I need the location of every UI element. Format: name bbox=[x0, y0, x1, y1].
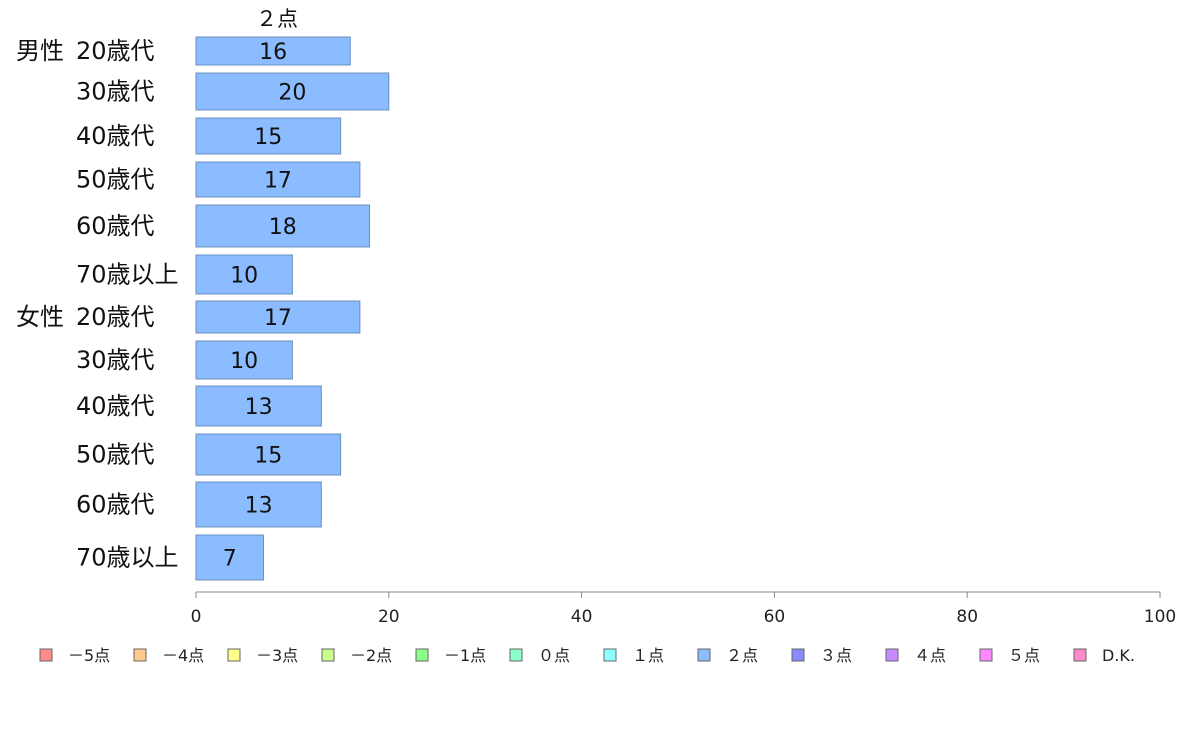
category-label: 40歳代 bbox=[76, 392, 155, 420]
legend-label: ３点 bbox=[820, 646, 852, 665]
value-label: 16 bbox=[259, 40, 287, 65]
category-label: 70歳以上 bbox=[76, 544, 179, 572]
bar bbox=[195, 161, 361, 198]
legend-swatch bbox=[227, 648, 241, 662]
legend-swatch bbox=[885, 648, 899, 662]
value-label: 17 bbox=[264, 306, 292, 331]
legend-swatch bbox=[509, 648, 523, 662]
bar bbox=[195, 481, 322, 528]
series-heading: ２点 bbox=[256, 7, 298, 31]
legend-swatch bbox=[39, 648, 53, 662]
bar bbox=[195, 300, 361, 334]
bar bbox=[195, 72, 390, 111]
value-label: 18 bbox=[269, 215, 297, 240]
legend-label: D.K. bbox=[1102, 646, 1135, 665]
bar bbox=[195, 254, 293, 295]
legend-swatch bbox=[415, 648, 429, 662]
legend-label: －3点 bbox=[256, 646, 298, 665]
value-label: 15 bbox=[254, 125, 282, 150]
group-label: 男性 bbox=[16, 37, 64, 65]
value-label: 13 bbox=[245, 395, 273, 420]
legend-swatch bbox=[133, 648, 147, 662]
legend-label: －1点 bbox=[444, 646, 486, 665]
legend-label: ０点 bbox=[538, 646, 570, 665]
category-label: 20歳代 bbox=[76, 303, 155, 331]
legend-swatch bbox=[979, 648, 993, 662]
value-label: 20 bbox=[278, 81, 306, 106]
legend-swatch bbox=[697, 648, 711, 662]
x-tick-label: 20 bbox=[378, 607, 400, 627]
category-label: 30歳代 bbox=[76, 78, 155, 106]
legend-label: －2点 bbox=[350, 646, 392, 665]
bar bbox=[195, 36, 351, 66]
legend-label: ４点 bbox=[914, 646, 946, 665]
group-label: 女性 bbox=[16, 303, 64, 331]
bar bbox=[195, 204, 371, 248]
legend-label: ５点 bbox=[1008, 646, 1040, 665]
category-label: 60歳代 bbox=[76, 491, 155, 519]
value-label: 17 bbox=[264, 169, 292, 194]
x-tick-label: 80 bbox=[956, 607, 978, 627]
x-axis: 0 20 40 60 80 100 bbox=[191, 591, 1176, 627]
bar bbox=[195, 385, 322, 427]
x-tick-label: 100 bbox=[1144, 607, 1176, 627]
category-label: 70歳以上 bbox=[76, 261, 179, 289]
legend-swatch bbox=[603, 648, 617, 662]
value-label: 10 bbox=[230, 264, 258, 289]
bar bbox=[195, 534, 264, 581]
value-label: 10 bbox=[230, 349, 258, 374]
x-tick-label: 60 bbox=[764, 607, 786, 627]
bar bbox=[195, 117, 342, 155]
category-label: 50歳代 bbox=[76, 441, 155, 469]
legend: －5点 －4点 －3点 －2点 －1点 ０点 １点 ２点 ３点 ４点 ５点 D.K. bbox=[39, 646, 1135, 665]
category-label: 20歳代 bbox=[76, 37, 155, 65]
legend-label: －4点 bbox=[162, 646, 204, 665]
legend-swatch bbox=[321, 648, 335, 662]
category-label: 40歳代 bbox=[76, 122, 155, 150]
bar bbox=[195, 433, 342, 476]
category-label: 60歳代 bbox=[76, 212, 155, 240]
bar bbox=[195, 340, 293, 380]
value-label: 7 bbox=[223, 547, 237, 572]
legend-label: １点 bbox=[632, 646, 664, 665]
category-label: 30歳代 bbox=[76, 346, 155, 374]
legend-label: ２点 bbox=[726, 646, 758, 665]
x-tick-label: 0 bbox=[191, 607, 202, 627]
x-tick-label: 40 bbox=[571, 607, 593, 627]
value-label: 15 bbox=[254, 444, 282, 469]
legend-swatch bbox=[1073, 648, 1087, 662]
category-label: 50歳代 bbox=[76, 166, 155, 194]
legend-swatch bbox=[791, 648, 805, 662]
bar-rows: 男性 20歳代 16 30歳代 20 40歳代 15 50歳代 17 60歳代 18 70歳以上 10 女… bbox=[16, 36, 390, 581]
value-label: 13 bbox=[245, 494, 273, 519]
legend-label: －5点 bbox=[68, 646, 110, 665]
